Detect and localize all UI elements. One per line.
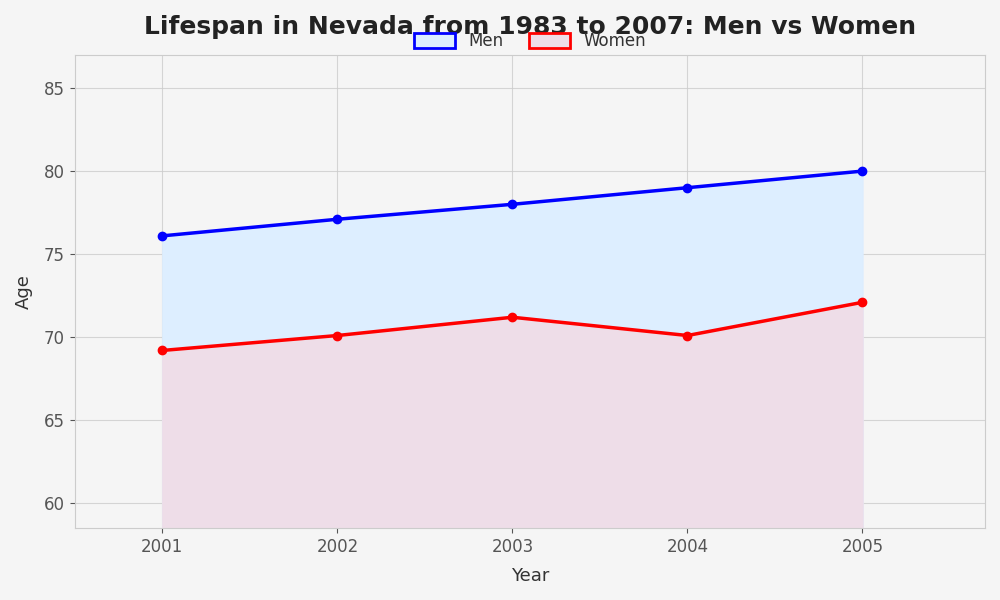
Title: Lifespan in Nevada from 1983 to 2007: Men vs Women: Lifespan in Nevada from 1983 to 2007: Me… [144,15,916,39]
X-axis label: Year: Year [511,567,549,585]
Legend: Men, Women: Men, Women [407,25,653,56]
Y-axis label: Age: Age [15,274,33,309]
